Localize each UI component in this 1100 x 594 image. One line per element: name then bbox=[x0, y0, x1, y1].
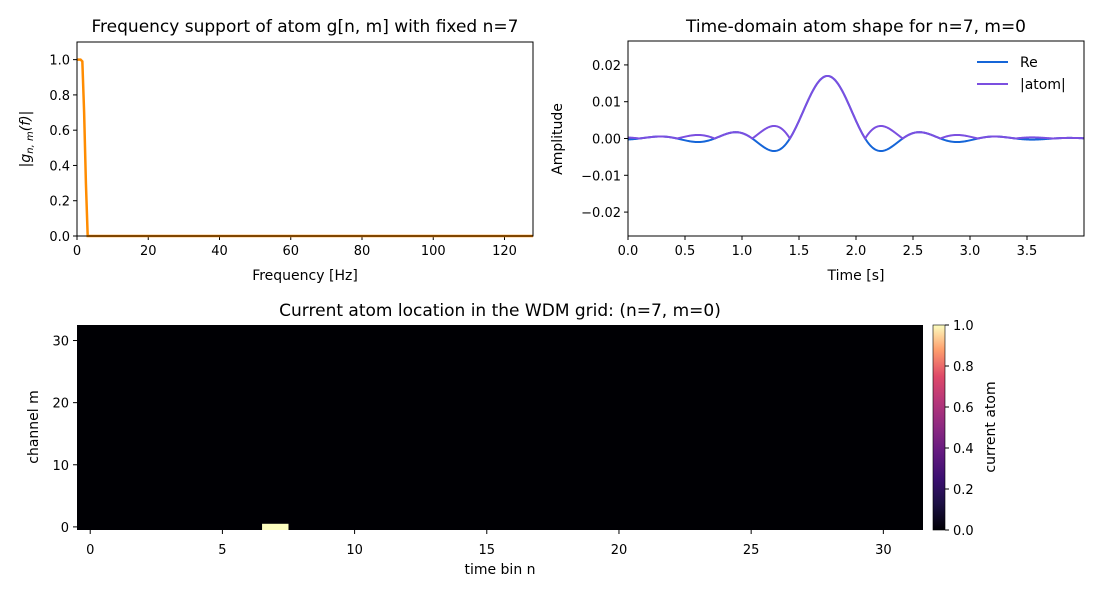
x-tick-label: 0 bbox=[73, 244, 81, 259]
plot-area: 0 20 40 60 80 100 120 0.0 0.2 0.4 0.6 0.8 1.0 bbox=[49, 41, 534, 259]
y-tick-label: 0.8 bbox=[49, 89, 70, 104]
x-axis-label: time bin n bbox=[464, 562, 535, 578]
x-tick-label: 5 bbox=[218, 543, 226, 558]
x-tick-label: 2.5 bbox=[903, 244, 924, 259]
x-axis-label: Time [s] bbox=[827, 268, 885, 284]
wdm-grid-heatmap: Current atom location in the WDM grid: (… bbox=[26, 301, 999, 578]
y-axis-label: Amplitude bbox=[550, 103, 566, 175]
x-tick-label: 15 bbox=[479, 543, 496, 558]
x-tick-label: 1.5 bbox=[789, 244, 810, 259]
x-tick-label: 30 bbox=[875, 543, 892, 558]
y-tick-label: 0 bbox=[61, 521, 69, 536]
x-tick-label: 0 bbox=[86, 543, 94, 558]
y-axis-label: |gn, m(f)| bbox=[18, 111, 36, 168]
chart-title: Frequency support of atom g[n, m] with f… bbox=[92, 17, 519, 37]
x-tick-label: 60 bbox=[282, 244, 299, 259]
y-axis-label: channel m bbox=[26, 390, 42, 464]
colorbar-tick-label: 0.0 bbox=[953, 524, 974, 539]
y-tick-label: 0.2 bbox=[49, 195, 70, 210]
colorbar-tick-label: 1.0 bbox=[953, 319, 974, 334]
y-tick-label: 0.0 bbox=[49, 230, 70, 245]
x-tick-label: 20 bbox=[611, 543, 628, 558]
colorbar-label: current atom bbox=[983, 381, 999, 472]
x-tick-label: 2.0 bbox=[846, 244, 867, 259]
chart-title: Time-domain atom shape for n=7, m=0 bbox=[685, 17, 1026, 37]
legend: Re |atom| bbox=[977, 55, 1066, 93]
heatmap-background bbox=[77, 325, 923, 530]
frequency-response-line bbox=[77, 58, 533, 238]
plot-area: 0.0 0.5 1.0 1.5 2.0 2.5 3.0 3.5 −0.02 −0.01 0.00 0.… bbox=[581, 40, 1085, 259]
x-tick-label: 120 bbox=[492, 244, 517, 259]
x-tick-label: 25 bbox=[743, 543, 760, 558]
colorbar-gradient bbox=[932, 324, 946, 531]
x-tick-label: 3.0 bbox=[960, 244, 981, 259]
x-tick-label: 100 bbox=[421, 244, 446, 259]
time-domain-chart: Time-domain atom shape for n=7, m=0 0.0 0… bbox=[550, 17, 1085, 284]
x-axis-label: Frequency [Hz] bbox=[252, 268, 358, 284]
x-tick-label: 10 bbox=[346, 543, 363, 558]
y-tick-label: 20 bbox=[52, 397, 69, 412]
colorbar: 0.0 0.2 0.4 0.6 0.8 1.0 bbox=[932, 319, 974, 539]
x-tick-label: 3.5 bbox=[1017, 244, 1038, 259]
axes-frame bbox=[627, 40, 1085, 237]
y-tick-label: 0.00 bbox=[592, 133, 621, 148]
y-tick-label: 30 bbox=[52, 335, 69, 350]
x-tick-label: 40 bbox=[211, 244, 228, 259]
x-tick-label: 1.0 bbox=[732, 244, 753, 259]
active-atom-cell bbox=[262, 523, 289, 530]
colorbar-tick-label: 0.6 bbox=[953, 401, 974, 416]
chart-title: Current atom location in the WDM grid: (… bbox=[279, 301, 721, 321]
y-tick-label: 0.4 bbox=[49, 159, 70, 174]
magnitude-line bbox=[627, 74, 1085, 141]
x-tick-label: 0.5 bbox=[675, 244, 696, 259]
x-tick-label: 20 bbox=[140, 244, 157, 259]
y-tick-label: 0.02 bbox=[592, 59, 621, 74]
y-tick-label: 1.0 bbox=[49, 54, 70, 69]
legend-label-abs: |atom| bbox=[1020, 77, 1066, 93]
x-tick-label: 80 bbox=[354, 244, 371, 259]
colorbar-tick-label: 0.8 bbox=[953, 360, 974, 375]
y-tick-label: 0.01 bbox=[592, 96, 621, 111]
y-tick-label: −0.01 bbox=[581, 169, 621, 184]
y-tick-label: 10 bbox=[52, 459, 69, 474]
x-tick-label: 0.0 bbox=[618, 244, 639, 259]
y-tick-label: 0.6 bbox=[49, 124, 70, 139]
heatmap-area: 0 5 10 15 20 25 30 0 10 20 30 bbox=[52, 325, 923, 558]
colorbar-tick-label: 0.2 bbox=[953, 483, 974, 498]
colorbar-tick-label: 0.4 bbox=[953, 442, 974, 457]
frequency-support-chart: Frequency support of atom g[n, m] with f… bbox=[18, 17, 534, 284]
y-tick-label: −0.02 bbox=[581, 206, 621, 221]
real-part-line bbox=[627, 74, 1085, 153]
axes-frame bbox=[76, 41, 534, 237]
legend-label-re: Re bbox=[1020, 55, 1038, 71]
